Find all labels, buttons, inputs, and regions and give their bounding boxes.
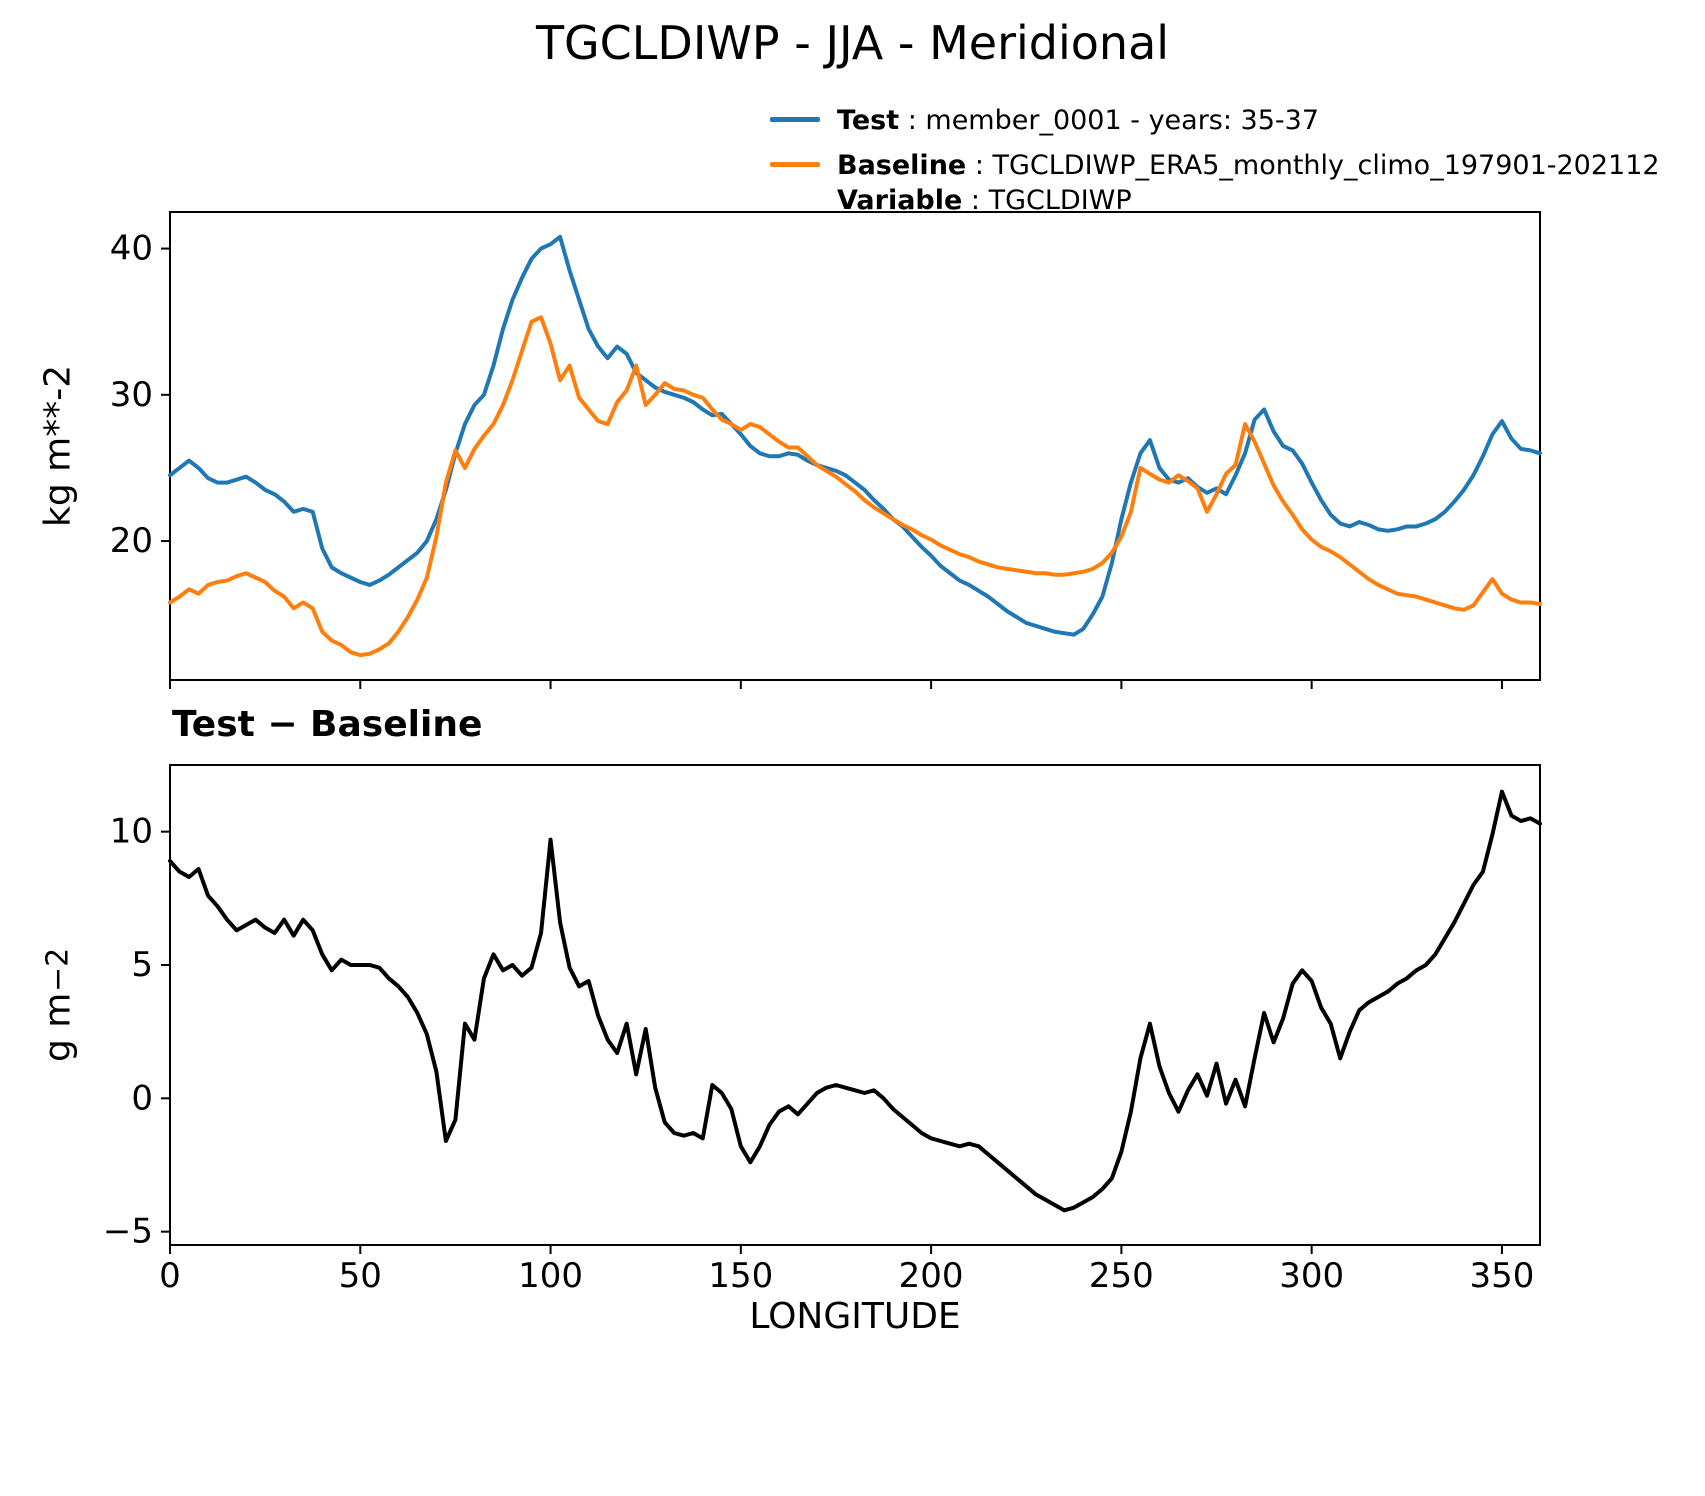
legend-test-value: : member_0001 - years: 35-37 — [899, 105, 1320, 136]
legend-item-test: Test : member_0001 - years: 35-37 — [770, 103, 1660, 139]
y-tick-label: 40 — [110, 229, 153, 269]
plot-top: 20 30 40 — [110, 211, 1542, 689]
legend-test-text: Test : member_0001 - years: 35-37 — [837, 103, 1319, 139]
y-tick-label: 20 — [110, 521, 153, 561]
test-line-swatch — [770, 117, 820, 122]
axes-frame — [169, 211, 1541, 681]
y-tick-label: −5 — [103, 1212, 153, 1252]
y-tick-label: 10 — [110, 812, 153, 852]
x-tick-label: 150 — [708, 1256, 773, 1296]
x-tick-label: 250 — [1089, 1256, 1154, 1296]
diff-subtitle: Test − Baseline — [172, 704, 483, 745]
baseline-line — [168, 315, 1542, 658]
x-tick-label: 200 — [899, 1256, 964, 1296]
chart-title: TGCLDIWP - JJA - Meridional — [535, 16, 1170, 70]
y-tick-label: 30 — [110, 375, 153, 415]
x-tick-label: 350 — [1469, 1256, 1534, 1296]
axes-frame — [169, 764, 1541, 1246]
legend-test-label: Test — [837, 105, 900, 136]
baseline-line-swatch — [770, 161, 820, 167]
test-baseline-line — [168, 789, 1542, 1213]
x-tick-label: 300 — [1279, 1256, 1344, 1296]
legend-baseline-line: Baseline : TGCLDIWP_ERA5_monthly_climo_1… — [837, 150, 1660, 181]
x-tick-label: 0 — [159, 1256, 181, 1296]
x-tick-label: 100 — [518, 1256, 583, 1296]
y-tick-label: 5 — [131, 945, 153, 985]
y-tick-label: 0 — [131, 1078, 153, 1118]
legend-baseline-value: : TGCLDIWP_ERA5_monthly_climo_197901-202… — [966, 149, 1660, 181]
x-tick-label: 50 — [339, 1256, 382, 1296]
legend-baseline-label: Baseline — [837, 149, 967, 181]
x-axis-label: LONGITUDE — [749, 1296, 961, 1337]
test-line — [168, 234, 1542, 637]
